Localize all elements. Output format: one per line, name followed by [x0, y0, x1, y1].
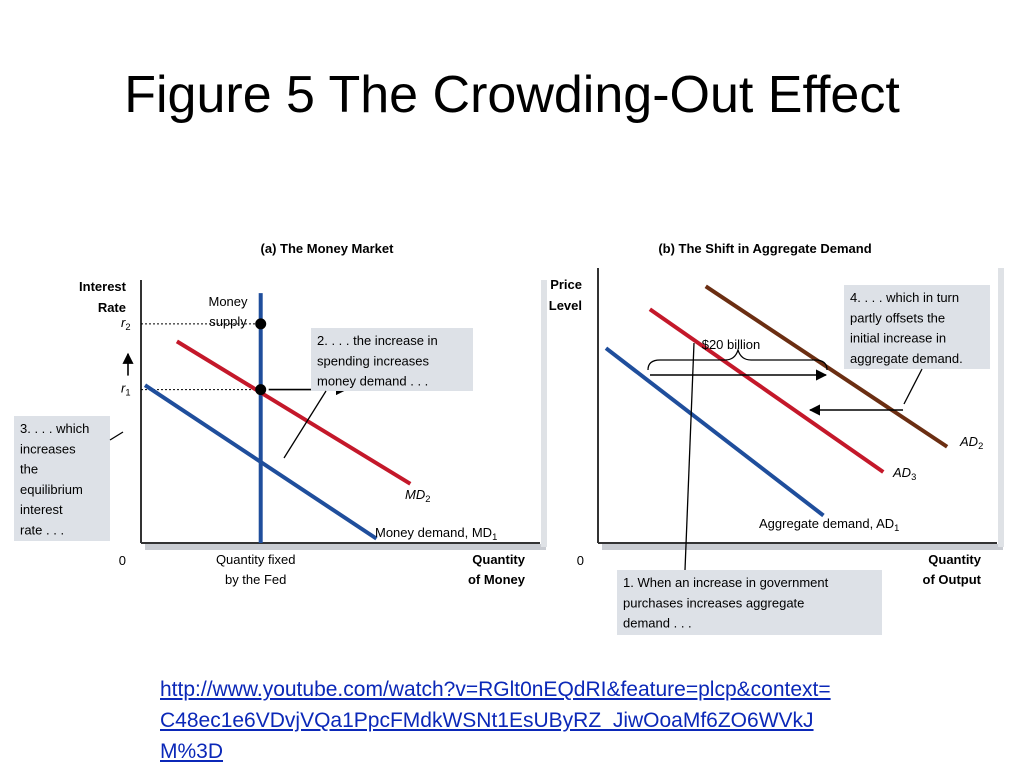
panel-b-ylabel: Level — [549, 298, 582, 313]
slide-title: Figure 5 The Crowding-Out Effect — [124, 66, 900, 124]
callout-3-line: rate . . . — [20, 523, 64, 538]
ad1-line — [604, 346, 825, 518]
panel-b-title: (b) The Shift in Aggregate Demand — [658, 241, 871, 256]
callout-2-line: money demand . . . — [317, 374, 428, 389]
md1-line — [143, 383, 378, 541]
callout-3-line: equilibrium — [20, 482, 83, 497]
panel-a-xlabel: Quantity — [472, 552, 525, 567]
callout-4-line: aggregate demand. — [850, 351, 963, 366]
callout-1: 1. When an increase in government purchas… — [617, 570, 882, 635]
panel-a-ylabel: Interest — [79, 279, 127, 294]
panel-b-origin: 0 — [577, 553, 584, 568]
callout-4-line: partly offsets the — [850, 310, 945, 325]
callout-3-line: increases — [20, 441, 76, 456]
callout-3-box — [14, 416, 110, 541]
equilibrium-point — [255, 318, 267, 330]
money-supply-label: supply — [209, 314, 247, 329]
callout-4-box — [844, 285, 990, 369]
y-tick-label-r1: r1 — [121, 381, 131, 398]
callout-4-line: 4. . . . which in turn — [850, 290, 959, 305]
callout-2-pointer — [283, 390, 327, 459]
x-tick-label: by the Fed — [225, 572, 286, 587]
panel-aggregate-demand: (b) The Shift in Aggregate Demand Price Le… — [549, 241, 1004, 635]
shift-brace-label: $20 billion — [702, 337, 761, 352]
equilibrium-point — [255, 384, 267, 396]
panel-a-xlabel: of Money — [468, 572, 526, 587]
ad3-line — [648, 307, 885, 474]
panel-a-title: (a) The Money Market — [261, 241, 395, 256]
ad2-label: AD2 — [959, 434, 983, 451]
callout-4-line: initial increase in — [850, 331, 946, 346]
callout-3-line: 3. . . . which — [20, 421, 89, 436]
callout-1-box — [617, 570, 882, 635]
money-supply-label: Money — [208, 294, 248, 309]
panel-money-market: (a) The Money Market Interest Rate Quantity… — [14, 241, 547, 587]
callout-4: 4. . . . which in turn partly offsets the… — [844, 285, 990, 369]
callout-1-pointer — [684, 342, 695, 571]
callout-2-line: 2. . . . the increase in — [317, 333, 438, 348]
callout-2-line: spending increases — [317, 353, 430, 368]
panel-b-xlabel: Quantity — [928, 552, 981, 567]
callout-3-pointer — [109, 431, 124, 441]
callout-3: 3. . . . which increases the equilibrium int… — [14, 416, 110, 541]
shift-brace — [647, 347, 828, 371]
callout-1-line: purchases increases aggregate — [623, 595, 804, 610]
panel-b-ylabel: Price — [550, 277, 582, 292]
callout-2: 2. . . . the increase in spending increas… — [311, 328, 473, 391]
panel-a-origin: 0 — [119, 553, 126, 568]
callout-1-line: demand . . . — [623, 616, 692, 631]
y-tick-label-r2: r2 — [121, 315, 131, 332]
md2-label: MD2 — [405, 487, 430, 504]
youtube-link[interactable]: http://www.youtube.com/watch?v=RGlt0nEQd… — [160, 678, 831, 763]
ad1-label: Aggregate demand, AD1 — [759, 516, 899, 533]
md1-label: Money demand, MD1 — [375, 525, 497, 542]
x-tick-label: Quantity fixed — [216, 552, 296, 567]
panel-a-ylabel: Rate — [98, 300, 126, 315]
panel-b-xlabel: of Output — [923, 572, 982, 587]
callout-2-box — [311, 328, 473, 391]
callout-3-line: the — [20, 462, 38, 477]
ad3-label: AD3 — [892, 465, 916, 482]
callout-1-line: 1. When an increase in government — [623, 575, 829, 590]
md2-line — [175, 339, 412, 486]
callout-3-line: interest — [20, 502, 63, 517]
callout-4-pointer — [903, 368, 923, 405]
